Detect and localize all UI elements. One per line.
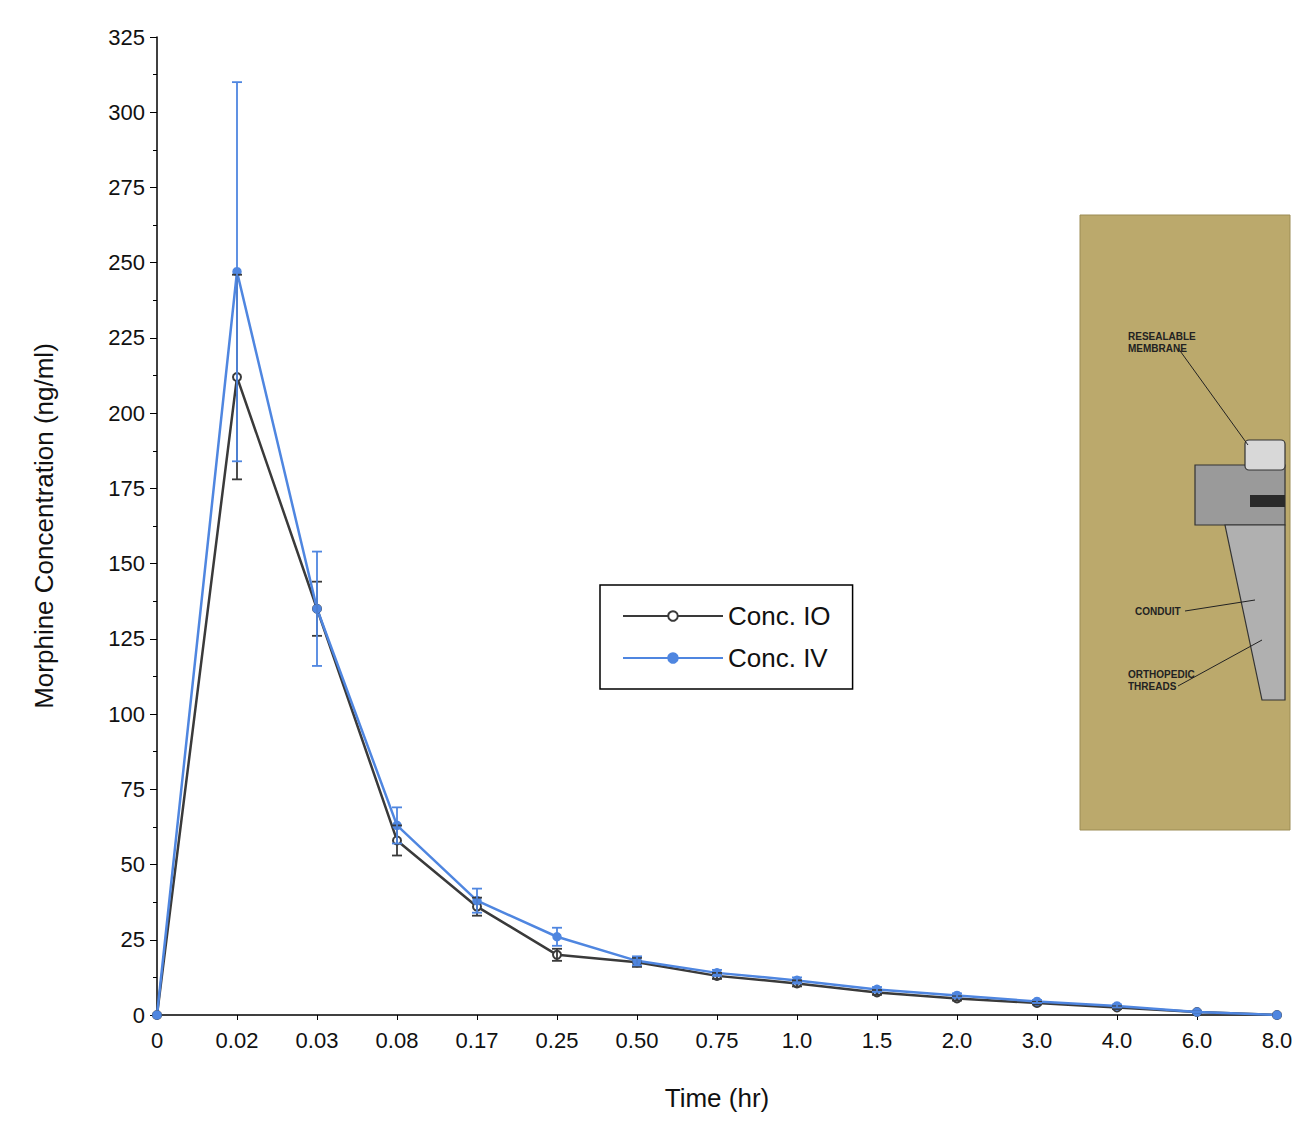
- svg-text:6.0: 6.0: [1182, 1028, 1213, 1053]
- svg-text:RESEALABLE: RESEALABLE: [1128, 331, 1196, 342]
- svg-text:Time (hr): Time (hr): [665, 1083, 769, 1113]
- svg-text:0.75: 0.75: [696, 1028, 739, 1053]
- svg-text:325: 325: [108, 25, 145, 50]
- svg-text:0.02: 0.02: [216, 1028, 259, 1053]
- svg-text:CONDUIT: CONDUIT: [1135, 606, 1181, 617]
- svg-text:2.0: 2.0: [942, 1028, 973, 1053]
- svg-text:0.03: 0.03: [296, 1028, 339, 1053]
- svg-text:0.17: 0.17: [456, 1028, 499, 1053]
- svg-text:1.5: 1.5: [862, 1028, 893, 1053]
- svg-text:300: 300: [108, 100, 145, 125]
- svg-text:175: 175: [108, 476, 145, 501]
- svg-text:Conc. IO: Conc. IO: [728, 601, 831, 631]
- svg-text:0.08: 0.08: [376, 1028, 419, 1053]
- svg-text:Morphine Concentration (ng/ml): Morphine Concentration (ng/ml): [29, 343, 59, 709]
- svg-text:MEMBRANE: MEMBRANE: [1128, 342, 1187, 354]
- svg-text:0: 0: [151, 1028, 163, 1053]
- svg-text:4.0: 4.0: [1102, 1028, 1133, 1053]
- svg-text:200: 200: [108, 401, 145, 426]
- svg-text:Conc. IV: Conc. IV: [728, 643, 828, 673]
- svg-text:0.50: 0.50: [616, 1028, 659, 1053]
- svg-text:150: 150: [108, 551, 145, 576]
- svg-text:1.0: 1.0: [782, 1028, 813, 1053]
- svg-text:75: 75: [121, 777, 145, 802]
- svg-text:8.0: 8.0: [1262, 1028, 1293, 1053]
- svg-text:225: 225: [108, 325, 145, 350]
- svg-text:0.25: 0.25: [536, 1028, 579, 1053]
- svg-text:125: 125: [108, 626, 145, 651]
- svg-text:100: 100: [108, 702, 145, 727]
- svg-text:25: 25: [121, 927, 145, 952]
- svg-text:50: 50: [121, 852, 145, 877]
- svg-text:THREADS: THREADS: [1128, 681, 1177, 692]
- svg-text:3.0: 3.0: [1022, 1028, 1053, 1053]
- svg-text:250: 250: [108, 250, 145, 275]
- svg-text:ORTHOPEDIC: ORTHOPEDIC: [1128, 669, 1195, 680]
- svg-text:0: 0: [133, 1003, 145, 1028]
- svg-text:275: 275: [108, 175, 145, 200]
